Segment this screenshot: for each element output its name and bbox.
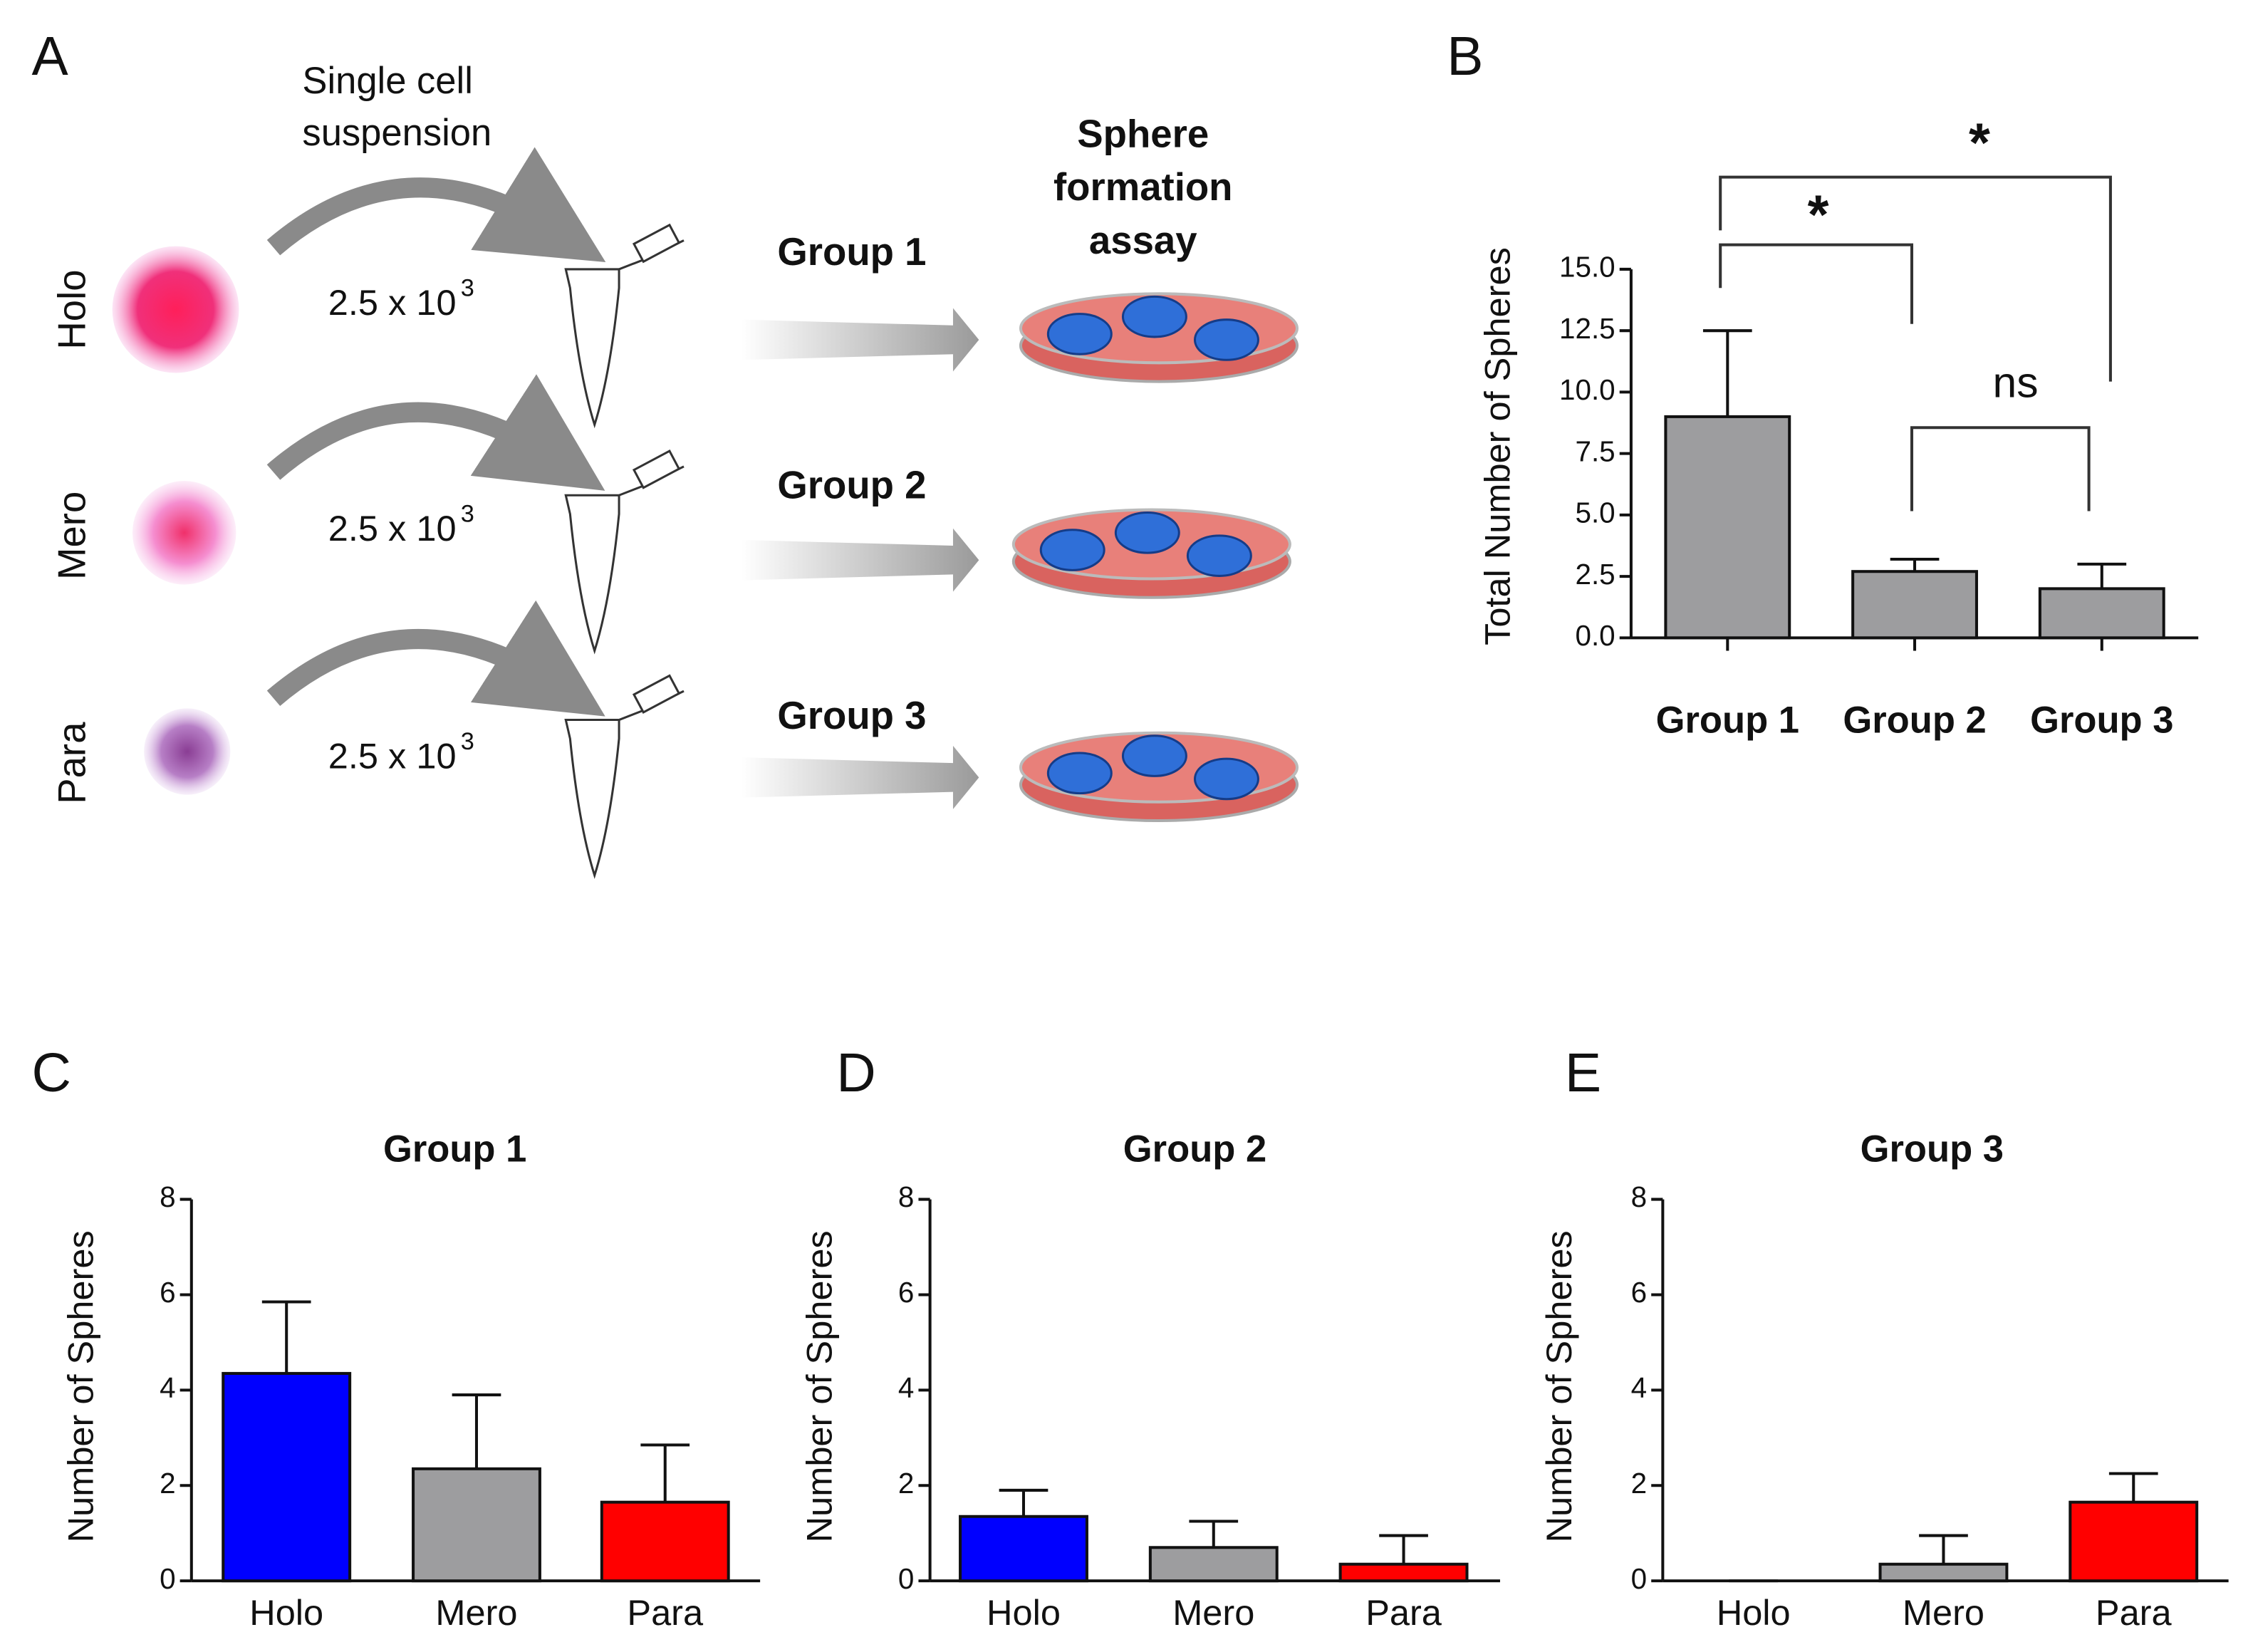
y-tick-label: 6: [160, 1276, 175, 1309]
y-tick-label: 0: [898, 1562, 914, 1595]
cell-count: 2.5 x 10: [328, 735, 457, 776]
y-tick-label: 0.0: [1575, 619, 1615, 652]
cell-count-exponent: 3: [461, 274, 474, 301]
bar: [2038, 587, 2165, 640]
significance-label: *: [1808, 184, 1829, 245]
y-tick-label: 7.5: [1575, 435, 1615, 467]
bar: [1338, 1562, 1469, 1583]
significance-label: ns: [1993, 358, 2039, 407]
bar: [2069, 1500, 2199, 1583]
group-label: Group 3: [777, 694, 926, 737]
bar: [1851, 570, 1978, 640]
x-tick-label: Group 1: [1656, 699, 1799, 741]
x-tick-label: Holo: [987, 1592, 1061, 1633]
bar: [1878, 1562, 2009, 1583]
y-tick-label: 2: [160, 1467, 175, 1500]
bar: [600, 1500, 730, 1583]
panel-letter: B: [1447, 26, 1483, 87]
x-tick-label: Mero: [435, 1592, 517, 1633]
assay-label: Sphere: [1077, 112, 1209, 155]
chart-title: Group 3: [1861, 1128, 2004, 1170]
chart-title: Group 1: [383, 1128, 526, 1170]
y-tick-label: 6: [898, 1276, 914, 1309]
y-tick-label: 2: [1631, 1467, 1647, 1500]
bar: [412, 1467, 541, 1583]
group-label: Group 2: [777, 464, 926, 507]
y-tick-label: 4: [898, 1371, 914, 1404]
panel-letter: C: [31, 1042, 71, 1103]
y-tick-label: 8: [160, 1180, 175, 1213]
y-tick-label: 2: [898, 1467, 914, 1500]
panel-letter: E: [1565, 1042, 1601, 1103]
chart-title: Group 2: [1123, 1128, 1266, 1170]
x-tick-label: Mero: [1172, 1592, 1254, 1633]
row-label: Para: [51, 722, 94, 804]
row-label: Holo: [51, 269, 94, 349]
significance-label: *: [1969, 112, 1990, 173]
significance-bracket: [1719, 175, 2112, 382]
panel-letter: D: [836, 1042, 875, 1103]
y-axis-label: Number of Spheres: [1539, 1230, 1579, 1542]
y-axis-label: Total Number of Spheres: [1477, 247, 1517, 645]
y-tick-label: 12.5: [1559, 312, 1615, 345]
panel-a-art: [112, 147, 1297, 877]
y-tick-label: 4: [160, 1371, 175, 1404]
cell-count: 2.5 x 10: [328, 508, 457, 549]
cell-count-exponent: 3: [461, 501, 474, 528]
significance-bracket: [1719, 243, 1914, 324]
x-tick-label: Para: [627, 1592, 704, 1633]
x-tick-label: Para: [2096, 1592, 2173, 1633]
bar: [222, 1371, 352, 1583]
bar: [1664, 415, 1791, 640]
cell-count-exponent: 3: [461, 728, 474, 755]
step-label: suspension: [302, 112, 491, 154]
y-tick-label: 0: [160, 1562, 175, 1595]
y-tick-label: 2.5: [1575, 558, 1615, 591]
y-tick-label: 10.0: [1559, 373, 1615, 406]
y-tick-label: 0: [1631, 1562, 1647, 1595]
bar: [959, 1515, 1088, 1583]
y-tick-label: 4: [1631, 1371, 1647, 1404]
significance-bracket: [1910, 426, 2091, 511]
x-tick-label: Group 2: [1843, 699, 1986, 741]
y-axis-label: Number of Spheres: [798, 1230, 839, 1542]
y-tick-label: 8: [898, 1180, 914, 1213]
panel-letter: A: [31, 26, 68, 87]
x-tick-label: Holo: [249, 1592, 323, 1633]
x-tick-label: Holo: [1717, 1592, 1791, 1633]
row-label: Mero: [51, 492, 94, 580]
y-tick-label: 5.0: [1575, 497, 1615, 529]
y-axis-label: Number of Spheres: [61, 1230, 101, 1542]
bar: [1148, 1546, 1279, 1583]
y-tick-label: 6: [1631, 1276, 1647, 1309]
cell-count: 2.5 x 10: [328, 282, 457, 323]
x-tick-label: Group 3: [2030, 699, 2173, 741]
assay-label: assay: [1089, 219, 1197, 262]
y-tick-label: 15.0: [1559, 251, 1615, 284]
x-tick-label: Mero: [1903, 1592, 1984, 1633]
x-tick-label: Para: [1365, 1592, 1442, 1633]
step-label: Single cell: [302, 60, 472, 102]
group-label: Group 1: [777, 230, 926, 274]
y-tick-label: 8: [1631, 1180, 1647, 1213]
assay-label: formation: [1053, 165, 1233, 209]
